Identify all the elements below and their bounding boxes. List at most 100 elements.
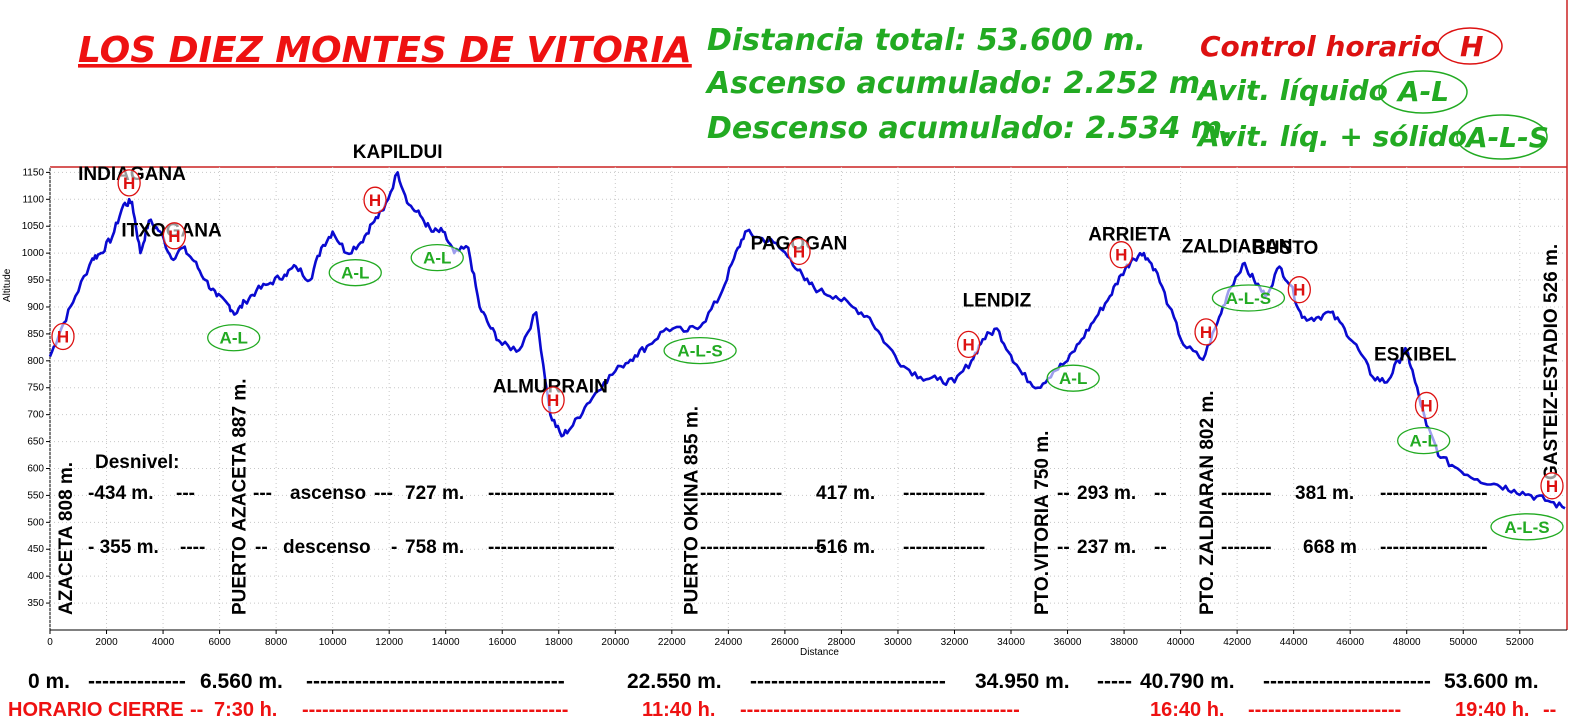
control-marker-text: H	[1293, 281, 1305, 300]
desc-seg-5: 668 m	[1303, 537, 1357, 558]
control-marker-ellipse	[787, 237, 811, 266]
horario-dash-0: --	[190, 699, 203, 720]
asc-seg-1: -434 m.	[88, 483, 153, 504]
asc-dash-2c: --------------------	[488, 483, 615, 504]
control-marker-ellipse	[1194, 318, 1218, 346]
legend-h-badge: H	[1460, 30, 1483, 63]
x-tick-label: 4000	[152, 637, 175, 648]
x-tick-label: 0	[47, 637, 53, 648]
x-tick-label: 10000	[319, 637, 347, 648]
peak-labels: INDIAGANAITXOGANAKAPILDUIALMURRAINPAGOGA…	[78, 142, 1457, 398]
legend-al-ellipse	[1378, 70, 1468, 114]
horario-0: 7:30 h.	[214, 699, 277, 720]
x-tick-labels: 0 2000 4000 6000 8000 10000 12000 14000 16000 180…	[47, 637, 1534, 648]
x-tick-label: 8000	[265, 637, 288, 648]
y-axis-label: Altitude	[2, 268, 13, 302]
x-tick-label: 32000	[941, 637, 969, 648]
y-tick-label: 400	[27, 571, 44, 582]
x-tick-label: 14000	[432, 637, 460, 648]
control-marker-ellipse	[51, 322, 75, 351]
footer-dash-2: ----------------------------	[750, 670, 946, 693]
pass-label: PUERTO AZACETA 887 m.	[229, 379, 250, 616]
footer-dash-1: -------------------------------------	[306, 670, 565, 693]
control-marker-text: H	[1420, 396, 1432, 415]
control-marker-text: H	[547, 391, 559, 410]
aid-marker-text: A-L	[1059, 369, 1087, 388]
descenso-label: descenso	[283, 537, 371, 558]
y-tick-label: 1150	[22, 167, 44, 178]
x-tick-label: 44000	[1280, 637, 1308, 648]
y-tick-label: 650	[27, 437, 44, 448]
desc-dash-3b: -------------	[903, 537, 985, 558]
horario-dash-1: ----------------------------------------	[302, 699, 568, 720]
horario-label: HORARIO CIERRE	[8, 699, 184, 720]
legend-al-label: Avit. líquido	[1196, 74, 1388, 107]
legend-als-label: Avit. líq. + sólido	[1196, 120, 1467, 153]
control-marker-ellipse	[363, 186, 387, 214]
control-marker-ellipse	[956, 330, 981, 359]
desc-seg-1: - 355 m.	[88, 537, 159, 558]
y-tick-label: 750	[27, 383, 44, 394]
control-marker-text: H	[962, 335, 974, 354]
aid-marker-ellipse	[663, 336, 737, 365]
x-tick-label: 38000	[1110, 637, 1138, 648]
pass-label: PTO.VITORIA 750 m.	[1032, 431, 1053, 615]
legend-als-ellipse	[1456, 114, 1548, 160]
x-tick-label: 48000	[1393, 637, 1421, 648]
aid-marker-text: A-L-S	[677, 342, 722, 361]
control-marker-text: H	[168, 227, 180, 246]
elevation-line	[48, 171, 1566, 510]
y-tick-label: 900	[27, 302, 44, 313]
y-tick-label: 500	[27, 517, 44, 528]
x-tick-label: 34000	[997, 637, 1025, 648]
footer-dash-0: --------------	[88, 670, 186, 693]
peak-label: KAPILDUI	[353, 142, 443, 163]
peak-label: ARRIETA	[1088, 225, 1171, 246]
pass-label: PTO. ZALDIARAN 802 m.	[1197, 390, 1218, 615]
horario-dash-2: ----------------------------------------…	[740, 699, 1020, 720]
aid-marker-ellipse	[410, 243, 464, 272]
aid-marker-text: A-L	[220, 329, 248, 348]
asc-dash-2b: ---	[374, 483, 393, 504]
y-tick-label: 550	[27, 490, 44, 501]
horario-2: 16:40 h.	[1150, 699, 1224, 720]
stat-distance: Distancia total: 53.600 m.	[707, 23, 1146, 58]
desc-dash-2b: -	[391, 537, 397, 558]
asc-seg-4: 293 m.	[1077, 483, 1136, 504]
y-tick-label: 1000	[22, 248, 45, 259]
desc-seg-4: 237 m.	[1077, 537, 1136, 558]
horario-dash-4: --	[1543, 699, 1556, 720]
x-tick-label: 12000	[375, 637, 403, 648]
y-tick-label: 450	[27, 544, 44, 555]
footer-dist-1: 6.560 m.	[200, 670, 283, 693]
x-tick-label: 2000	[95, 637, 118, 648]
aid-marker-text: A-L	[423, 249, 451, 268]
aid-marker-text: A-L	[341, 264, 369, 283]
desc-seg-2: 758 m.	[405, 537, 464, 558]
desc-seg-3: 516 m.	[816, 537, 875, 558]
desc-dash-3a: --------------------	[700, 537, 827, 558]
control-marker-text: H	[123, 174, 135, 193]
asc-dash-3a: -------------	[700, 483, 782, 504]
aid-marker-ellipse	[1211, 284, 1286, 312]
x-tick-label: 16000	[488, 637, 516, 648]
desc-dash-4b: --	[1154, 537, 1167, 558]
control-marker-ellipse	[1287, 276, 1311, 304]
control-marker-ellipse	[1540, 472, 1564, 500]
legend-h-ellipse	[1437, 27, 1503, 65]
y-tick-label: 600	[27, 463, 44, 474]
pass-label: PUERTO OKINA 855 m.	[681, 406, 702, 615]
control-marker-ellipse	[1414, 391, 1439, 420]
y-tick-label: 700	[27, 410, 44, 421]
peak-label: LENDIZ	[963, 291, 1032, 312]
footer-dash-3: -----	[1097, 670, 1132, 693]
peak-label: ESKIBEL	[1374, 344, 1457, 365]
y-tick-label: 800	[27, 356, 44, 367]
y-tick-label: 950	[27, 275, 44, 286]
y-tick-label: 350	[27, 598, 44, 609]
control-marker-text: H	[1115, 246, 1127, 265]
x-tick-label: 50000	[1449, 637, 1477, 648]
aid-marker-text: A-L-S	[1226, 289, 1271, 308]
peak-label: ZALDIARAN	[1182, 237, 1293, 258]
